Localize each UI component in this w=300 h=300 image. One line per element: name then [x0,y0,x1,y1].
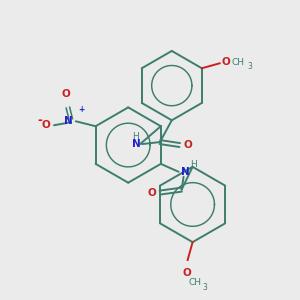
Text: N: N [64,116,73,126]
Text: -: - [37,114,42,127]
Text: O: O [41,120,50,130]
Text: 3: 3 [248,62,252,71]
Text: O: O [184,140,192,150]
Text: O: O [147,188,156,198]
Text: CH: CH [189,278,202,287]
Text: +: + [78,105,84,114]
Text: H: H [190,160,197,169]
Text: O: O [182,268,191,278]
Text: CH: CH [232,58,244,67]
Text: O: O [222,57,230,67]
Text: N: N [132,139,141,149]
Text: N: N [181,167,189,177]
Text: H: H [132,132,139,141]
Text: O: O [61,89,70,100]
Text: 3: 3 [202,283,207,292]
